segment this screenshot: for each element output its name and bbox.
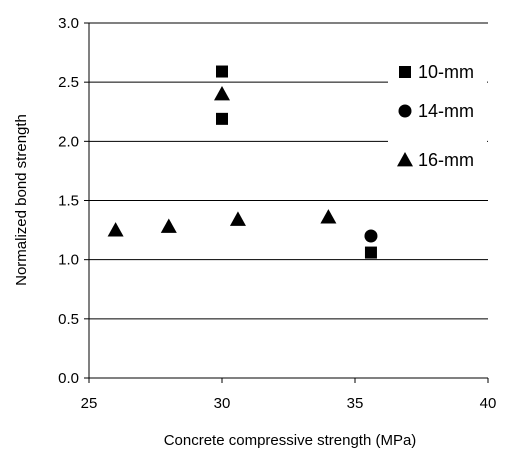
square-point-10-mm-2 <box>364 246 377 259</box>
triangle-point-16-mm-2 <box>214 86 230 101</box>
x-tick-label-1: 30 <box>214 395 231 412</box>
triangle-point-16-mm-1 <box>160 218 177 233</box>
triangle-point-16-mm-3 <box>229 211 246 226</box>
x-tick-label-3: 40 <box>480 395 497 412</box>
y-tick-label-1: 0.5 <box>58 311 79 328</box>
triangle-point-16-mm-4 <box>320 209 337 224</box>
y-axis-label: Normalized bond strength <box>13 114 30 286</box>
x-axis-label: Concrete compressive strength (MPa) <box>164 432 417 449</box>
y-tick-label-0: 0.0 <box>58 370 79 387</box>
y-tick-label-6: 3.0 <box>58 15 79 32</box>
legend-marker-16-mm <box>397 152 413 167</box>
y-tick-label-2: 1.0 <box>58 252 79 269</box>
y-tick-label-4: 2.0 <box>58 133 79 150</box>
legend-label-10-mm: 10-mm <box>418 62 474 82</box>
legend-marker-10-mm <box>399 66 411 78</box>
x-tick-label-0: 25 <box>81 395 98 412</box>
square-point-10-mm-0 <box>216 65 228 78</box>
legend-marker-14-mm <box>398 104 412 118</box>
triangle-point-16-mm-0 <box>107 222 124 237</box>
y-tick-label-5: 2.5 <box>58 74 79 91</box>
legend-label-14-mm: 14-mm <box>418 101 474 121</box>
circle-point-14-mm-0 <box>364 229 378 243</box>
legend-label-16-mm: 16-mm <box>418 150 474 170</box>
x-tick-label-2: 35 <box>347 395 364 412</box>
y-tick-label-3: 1.5 <box>58 193 79 210</box>
square-point-10-mm-1 <box>216 112 228 125</box>
